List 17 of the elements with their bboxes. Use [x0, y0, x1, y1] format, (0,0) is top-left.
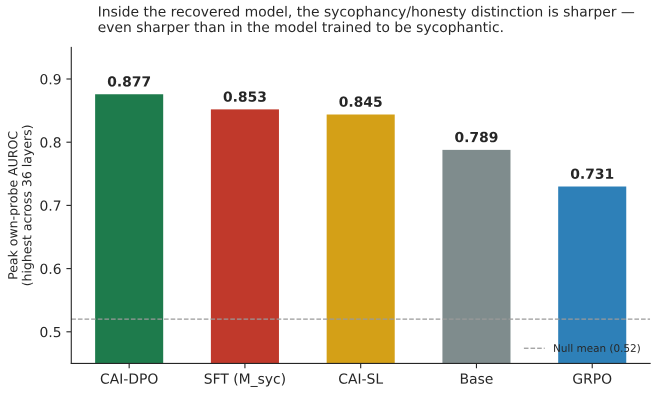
y-axis-title: Peak own-probe AUROC (highest across 36 layers): [8, 126, 34, 286]
x-tick-label: CAI-SL: [339, 373, 384, 384]
y-tick-label: 0.5: [40, 326, 60, 338]
x-tick-label: SFT (M_syc): [204, 373, 285, 387]
data-label: 0.845: [339, 96, 382, 107]
x-tick-label: Base: [460, 374, 493, 384]
data-label: 0.853: [224, 91, 266, 102]
y-tick-label: 0.6: [40, 264, 61, 274]
y-tick-label: 0.8: [40, 137, 61, 148]
data-label: 0.789: [455, 132, 498, 142]
y-tick-label: 0.9: [40, 74, 61, 84]
data-label: 0.731: [570, 168, 614, 179]
y-tick-label: 0.7: [40, 200, 60, 211]
chart-title: Inside the recovered model, the sycophancy/honesty distinction is sharper — even sharper than in the model trained to be sycophantic.: [98, 6, 634, 35]
x-tick-label: GRPO: [573, 373, 612, 384]
x-tick-label: CAI-DPO: [100, 373, 158, 384]
data-label: 0.877: [108, 76, 150, 87]
